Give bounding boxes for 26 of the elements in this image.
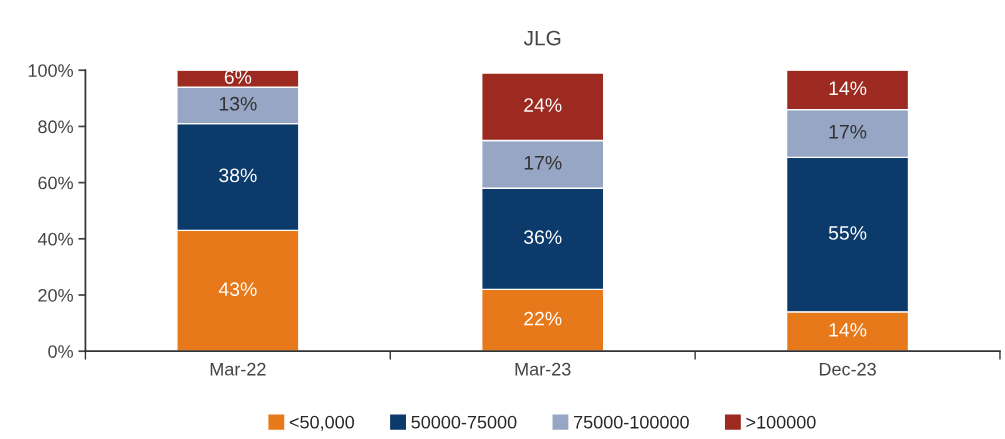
data-label: 22%	[524, 311, 562, 326]
y-tick-label: 100%	[28, 64, 73, 77]
data-label: 55%	[828, 226, 867, 240]
y-tick-label: 0%	[48, 345, 73, 358]
data-label: 24%	[524, 98, 562, 112]
x-tick-label: Mar-22	[210, 362, 266, 376]
data-label: 17%	[829, 124, 867, 139]
legend-label: 75000-100000	[574, 415, 689, 429]
y-tick-label: 80%	[38, 120, 73, 134]
legend-label: <50,000	[289, 415, 355, 431]
x-tick-label: Dec-23	[819, 362, 876, 376]
legend-label: >100000	[746, 415, 816, 429]
data-label: 38%	[219, 168, 257, 183]
legend-label: 50000-75000	[411, 415, 517, 429]
y-tick-label: 40%	[37, 232, 73, 246]
y-tick-label: 60%	[38, 176, 73, 190]
data-label: 14%	[829, 81, 867, 96]
data-label: 17%	[524, 155, 562, 170]
chart-title: JLG	[523, 30, 561, 46]
x-tick-label: Mar-23	[515, 362, 571, 376]
data-label: 6%	[224, 70, 252, 84]
y-tick-label: 20%	[38, 288, 73, 302]
data-label: 36%	[523, 230, 562, 245]
data-label: 43%	[218, 282, 257, 297]
data-label: 13%	[219, 96, 257, 111]
data-label: 14%	[829, 323, 867, 337]
